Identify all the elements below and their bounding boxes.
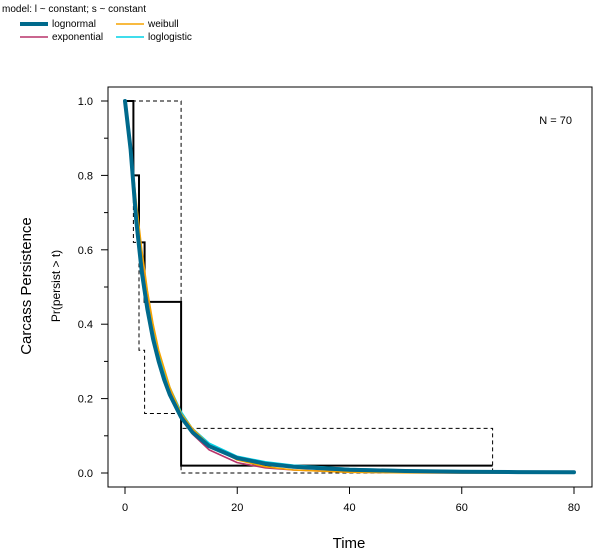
x-tick-label: 80	[568, 502, 580, 514]
sample-size-annotation: N = 70	[539, 115, 572, 127]
series-line-loglogistic	[124, 100, 575, 473]
km-lower-bound	[132, 101, 493, 474]
series-line-weibull	[124, 100, 575, 474]
y-tick-label: 0.2	[78, 394, 93, 406]
x-axis: 0 20 40 60 80	[122, 487, 580, 514]
legend-label-weibull: weibull	[147, 19, 179, 30]
x-axis-title: Time	[333, 535, 366, 552]
series-line-lognormal	[123, 99, 576, 475]
x-tick-label: 0	[122, 502, 128, 514]
x-tick-label: 20	[231, 502, 243, 514]
y-axis: 0.0 0.2 0.4 0.6 0.8 1.0	[78, 96, 108, 480]
y-tick-label: 0.0	[78, 468, 93, 480]
legend-title: model: l ~ constant; s ~ constant	[2, 4, 146, 15]
km-estimate	[125, 100, 493, 467]
y-tick-label: 1.0	[78, 96, 93, 108]
km-upper-bound	[125, 100, 494, 473]
y-tick-label: 0.4	[78, 319, 93, 331]
legend-label-exponential: exponential	[52, 32, 103, 43]
x-tick-label: 40	[343, 502, 355, 514]
legend: model: l ~ constant; s ~ constant lognor…	[2, 4, 192, 43]
y-tick-label: 0.6	[78, 245, 93, 257]
y-axis-title: Carcass Persistence	[18, 217, 35, 355]
y-tick-label: 0.8	[78, 170, 93, 182]
kaplan-meier-group	[125, 100, 494, 474]
legend-label-loglogistic: loglogistic	[148, 32, 192, 43]
fitted-curves-group	[123, 99, 576, 475]
series-line-exponential	[124, 100, 575, 474]
x-tick-label: 60	[456, 502, 468, 514]
legend-label-lognormal: lognormal	[52, 19, 96, 30]
y-axis-subtitle: Pr(persist > t)	[49, 250, 63, 322]
